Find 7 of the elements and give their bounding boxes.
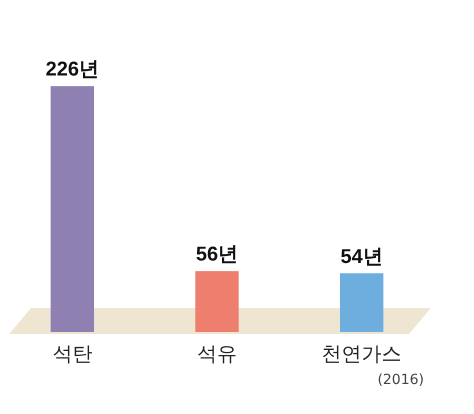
- x-tick-label: 석탄: [52, 344, 92, 366]
- data-label: 54년: [340, 246, 383, 268]
- x-tick-label: 석유: [197, 344, 237, 366]
- text: (2016): [377, 372, 424, 388]
- data-label: 56년: [196, 244, 238, 266]
- x-tick-label: 천연가스: [322, 344, 402, 366]
- data-label: 226년: [46, 58, 100, 81]
